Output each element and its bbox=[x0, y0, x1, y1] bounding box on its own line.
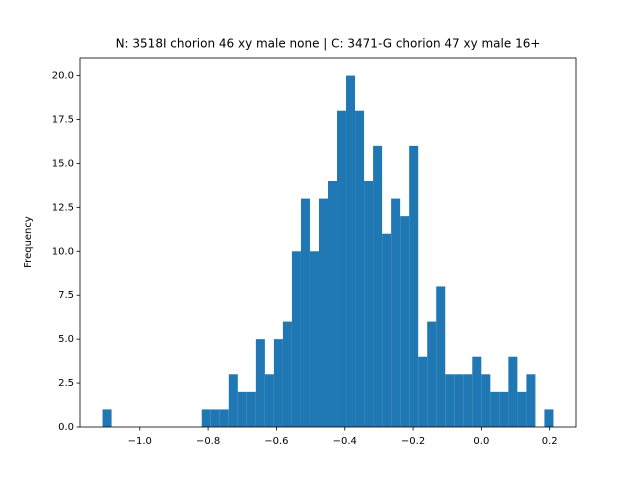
bar bbox=[328, 181, 338, 427]
bar bbox=[454, 374, 464, 427]
bar bbox=[463, 374, 473, 427]
x-tick-label: −0.8 bbox=[196, 436, 220, 447]
x-tick-label: −0.2 bbox=[401, 436, 425, 447]
bar bbox=[472, 356, 482, 427]
bar bbox=[364, 181, 374, 427]
bar bbox=[255, 339, 265, 427]
bar bbox=[246, 391, 256, 427]
bar bbox=[481, 374, 491, 427]
bar bbox=[228, 374, 238, 427]
bar bbox=[237, 391, 247, 427]
bar bbox=[427, 321, 437, 427]
y-tick-label: 0.0 bbox=[58, 422, 74, 433]
bar bbox=[309, 251, 319, 427]
bar bbox=[499, 391, 509, 427]
y-tick-label: 15.0 bbox=[52, 158, 74, 169]
bar bbox=[210, 409, 220, 427]
y-tick-label: 5.0 bbox=[58, 334, 74, 345]
bar bbox=[418, 356, 428, 427]
bar bbox=[346, 75, 356, 428]
x-tick-label: −0.6 bbox=[264, 436, 288, 447]
bar bbox=[291, 251, 301, 427]
y-tick-label: 2.5 bbox=[58, 378, 74, 389]
bar bbox=[490, 391, 500, 427]
bar bbox=[102, 409, 112, 427]
bar bbox=[517, 391, 527, 427]
x-tick-label: −0.4 bbox=[333, 436, 357, 447]
bar bbox=[445, 374, 455, 427]
bar bbox=[273, 339, 283, 427]
y-tick-label: 12.5 bbox=[52, 202, 74, 213]
bar bbox=[544, 409, 554, 427]
y-axis-label: Frequency bbox=[23, 216, 34, 268]
bar bbox=[219, 409, 229, 427]
x-tick-label: 0.2 bbox=[542, 436, 558, 447]
x-tick-label: 0.0 bbox=[473, 436, 489, 447]
bar bbox=[201, 409, 211, 427]
bar bbox=[318, 198, 328, 427]
bar bbox=[373, 145, 383, 427]
chart-title: N: 3518I chorion 46 xy male none | C: 34… bbox=[116, 37, 541, 51]
y-tick-label: 17.5 bbox=[52, 115, 74, 126]
bar bbox=[300, 198, 310, 427]
bar bbox=[526, 374, 536, 427]
x-tick-label: −1.0 bbox=[128, 436, 152, 447]
bar bbox=[355, 110, 365, 427]
bar bbox=[508, 356, 518, 427]
bar bbox=[391, 198, 401, 427]
bar bbox=[337, 110, 347, 427]
plot-frame bbox=[79, 57, 577, 428]
bar bbox=[409, 145, 419, 427]
bar bbox=[436, 286, 446, 427]
y-tick-label: 10.0 bbox=[52, 246, 74, 257]
bar bbox=[400, 216, 410, 427]
bar bbox=[382, 233, 392, 427]
y-tick-label: 20.0 bbox=[52, 71, 74, 82]
y-tick-label: 7.5 bbox=[58, 290, 74, 301]
bar bbox=[282, 321, 292, 427]
bar bbox=[264, 374, 274, 427]
